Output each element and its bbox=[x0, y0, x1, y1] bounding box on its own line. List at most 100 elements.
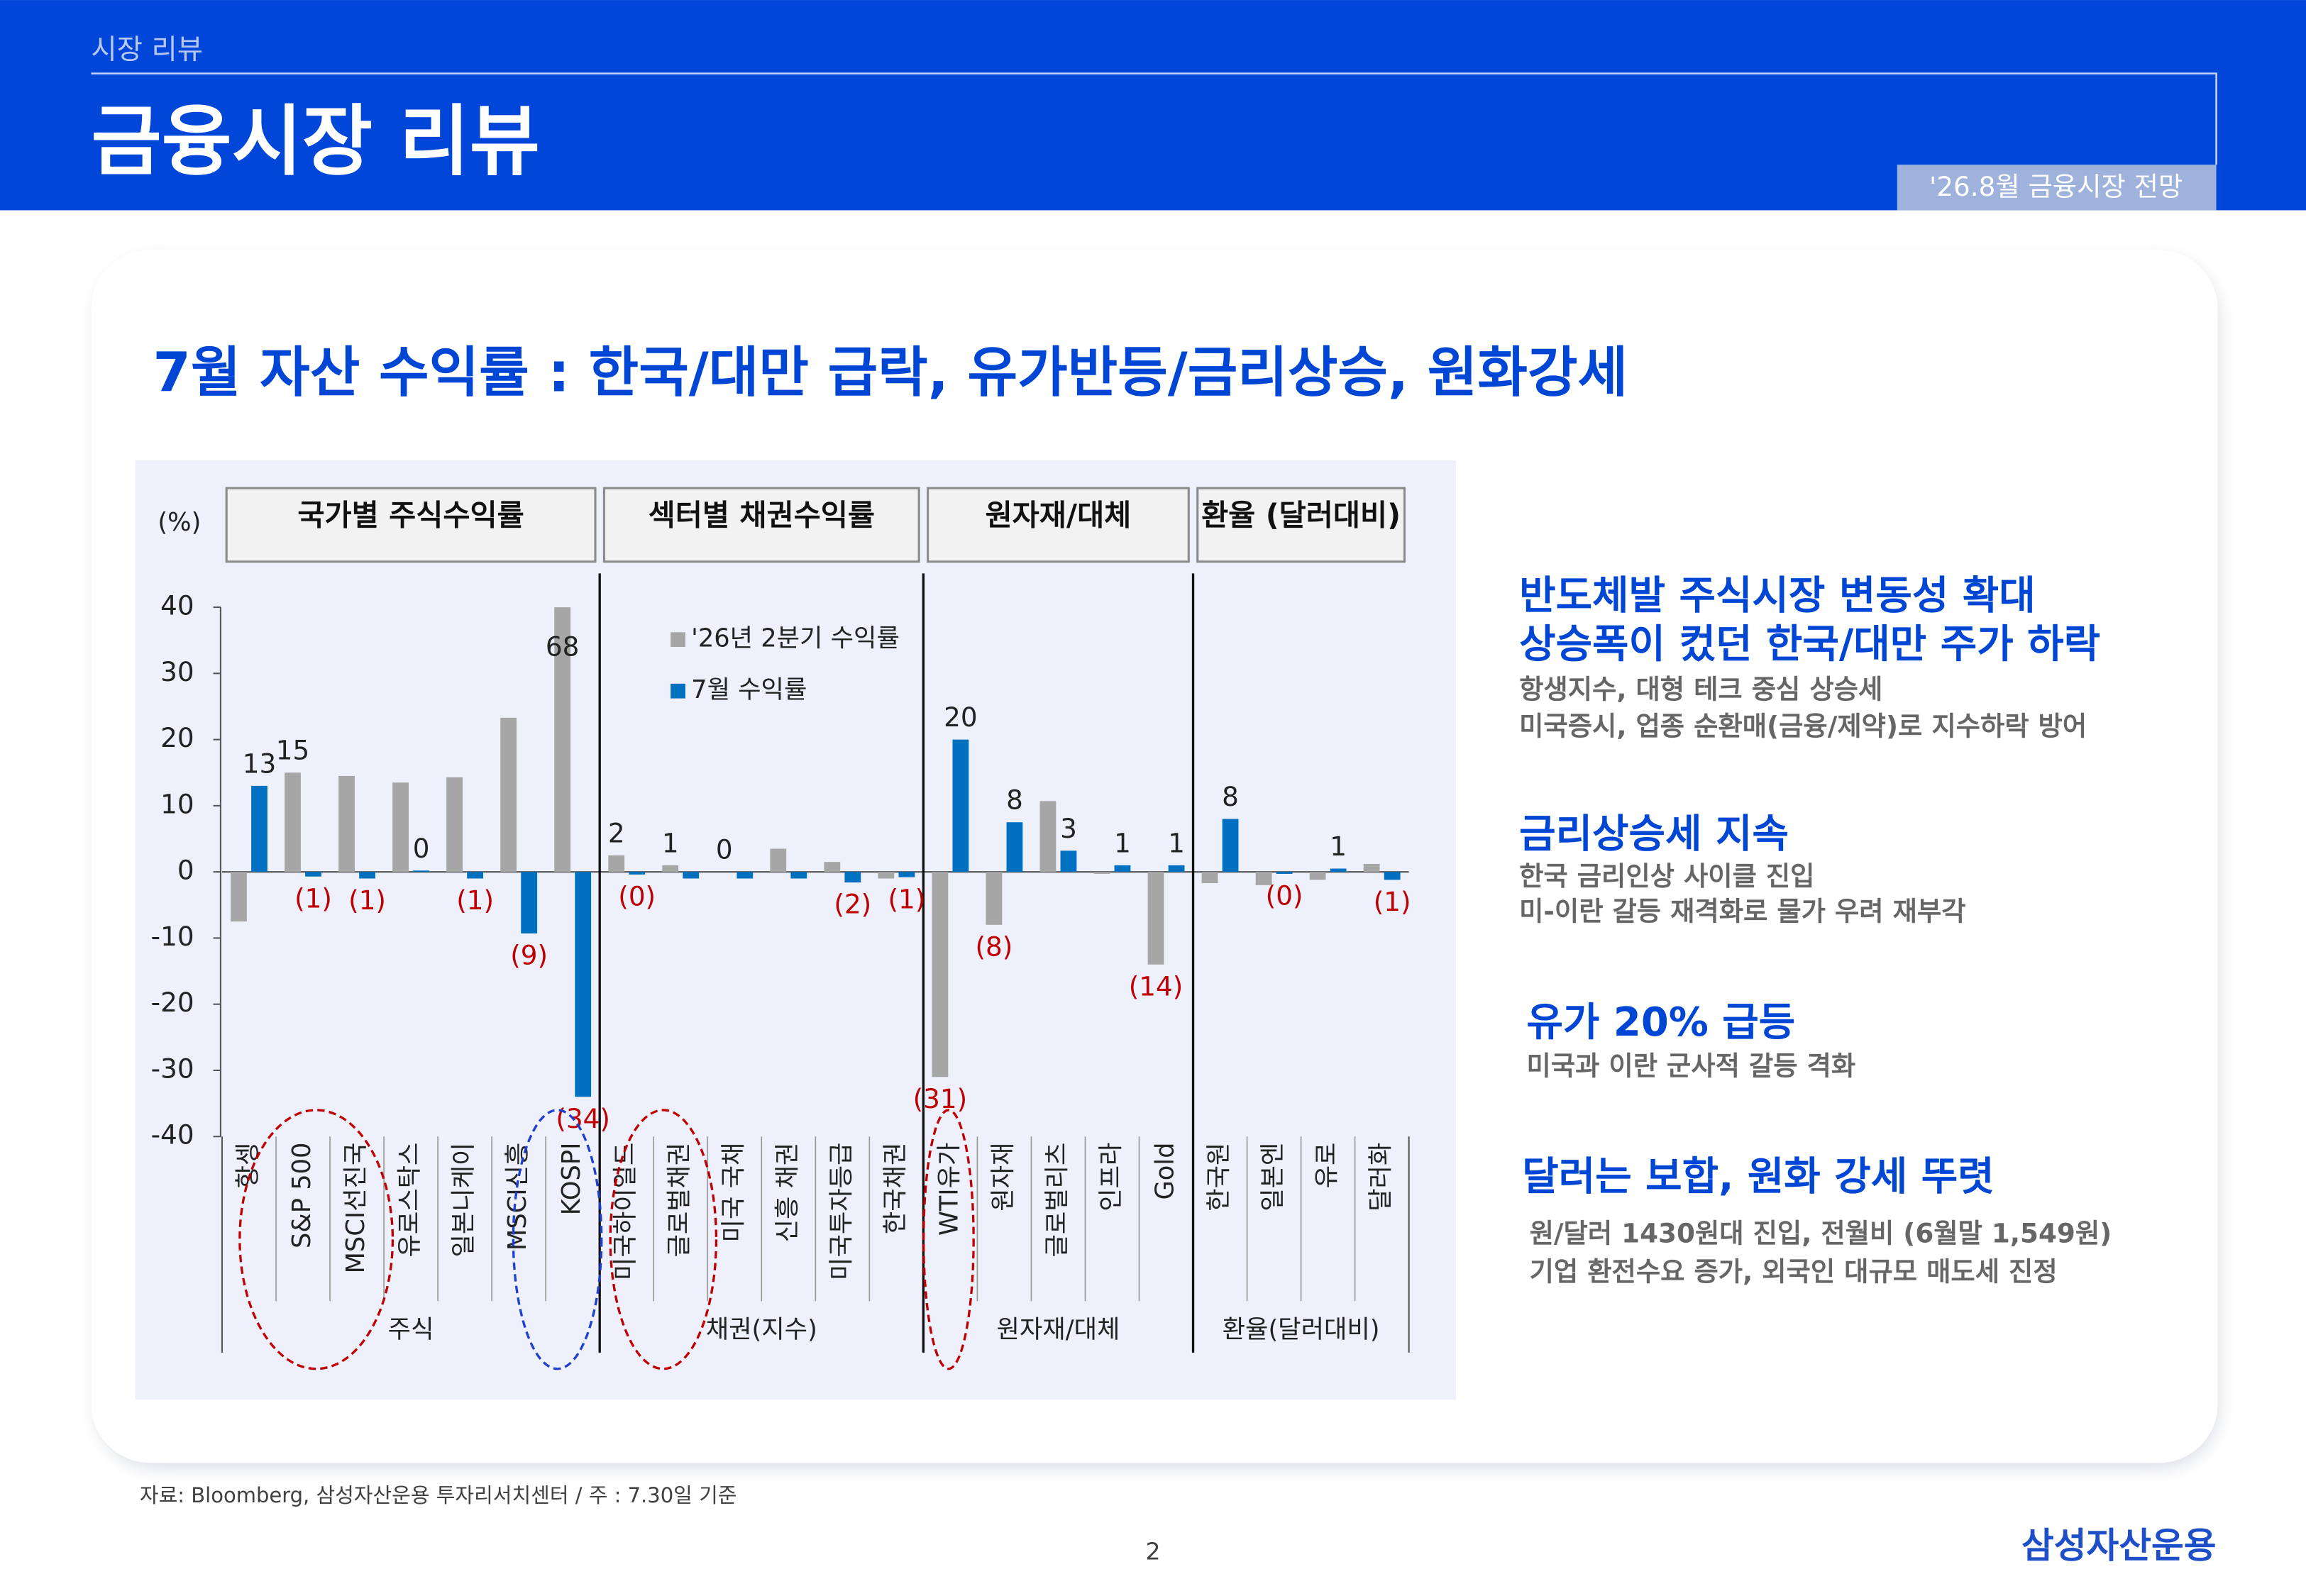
bar bbox=[413, 870, 429, 872]
bar bbox=[285, 772, 301, 872]
bar bbox=[952, 739, 969, 872]
data-label: 0 bbox=[413, 833, 430, 864]
group-header-box bbox=[1196, 487, 1406, 563]
bar bbox=[737, 872, 754, 879]
note-line: 미-이란 갈등 재격화로 물가 우려 재부각 bbox=[1519, 896, 1965, 927]
highlight-ellipse bbox=[238, 1109, 395, 1370]
group-header-box bbox=[927, 487, 1190, 563]
note-headline: 상승폭이 컸던 한국/대만 주가 하락 bbox=[1519, 621, 2100, 667]
bar bbox=[1222, 819, 1239, 872]
group-header: 원자재/대체 bbox=[986, 499, 1132, 533]
y-tick-label: 20 bbox=[160, 722, 194, 753]
data-label: (2) bbox=[834, 889, 871, 920]
data-label: 68 bbox=[546, 631, 579, 663]
data-label: (0) bbox=[618, 881, 656, 912]
bar bbox=[683, 872, 700, 879]
bar bbox=[251, 785, 267, 872]
bar bbox=[1147, 872, 1164, 965]
data-label: 2 bbox=[608, 817, 625, 848]
bar bbox=[629, 872, 646, 875]
data-label: (34) bbox=[556, 1103, 610, 1134]
bar bbox=[1201, 872, 1218, 884]
x-tick-label: 글로벌채권 bbox=[665, 1143, 694, 1258]
y-tick-label: 30 bbox=[160, 656, 194, 687]
bar bbox=[231, 872, 247, 922]
data-label: 1 bbox=[662, 827, 679, 858]
bar bbox=[662, 865, 679, 872]
note-line: 원/달러 1430원대 진입, 전월비 (6월말 1,549원) bbox=[1530, 1218, 2112, 1249]
highlight-ellipse bbox=[609, 1109, 718, 1370]
bar bbox=[1276, 872, 1293, 874]
group-header: 국가별 주식수익률 bbox=[297, 499, 524, 533]
legend-swatch bbox=[671, 632, 685, 648]
bar bbox=[446, 777, 463, 872]
data-label: (8) bbox=[975, 931, 1013, 962]
bar bbox=[824, 862, 841, 872]
page-title: 금융시장 리뷰 bbox=[92, 98, 540, 187]
y-tick-label: -10 bbox=[151, 921, 194, 952]
plot bbox=[231, 607, 1401, 1097]
note-headline: 반도체발 주식시장 변동성 확대 bbox=[1519, 573, 2036, 619]
x-tick-label: Gold bbox=[1151, 1143, 1180, 1200]
group-label: 주식 bbox=[388, 1315, 434, 1344]
bar bbox=[1060, 850, 1077, 872]
group-header-box bbox=[602, 487, 920, 563]
bar bbox=[359, 872, 375, 879]
data-label: 1 bbox=[1330, 831, 1347, 862]
data-label: 1 bbox=[1114, 827, 1131, 858]
x-tick-label: 항셍 bbox=[233, 1143, 263, 1189]
note-line: 기업 환전수요 증가, 외국인 대규모 매도세 진정 bbox=[1530, 1256, 2058, 1287]
bar bbox=[500, 717, 517, 872]
bar bbox=[1384, 872, 1401, 880]
y-tick-label: -20 bbox=[151, 987, 194, 1018]
x-tick-label: S&P 500 bbox=[287, 1143, 316, 1248]
bar bbox=[1255, 872, 1272, 885]
data-label: (14) bbox=[1129, 970, 1184, 1002]
y-tick-label: 0 bbox=[177, 855, 194, 886]
bar bbox=[932, 872, 949, 1077]
x-tick-label: 인프라 bbox=[1096, 1143, 1125, 1212]
data-label: (31) bbox=[913, 1083, 968, 1114]
header-rule bbox=[91, 72, 2217, 165]
group-label: 환율(달러대비) bbox=[1223, 1315, 1380, 1344]
note-line: 항생지수, 대형 테크 중심 상승세 bbox=[1519, 674, 1882, 705]
tag-label: '26.8월 금융시장 전망 bbox=[1929, 171, 2183, 202]
bar bbox=[1330, 868, 1347, 872]
bar bbox=[1039, 801, 1057, 872]
bar bbox=[575, 872, 592, 1097]
data-label: (1) bbox=[456, 885, 494, 916]
y-tick-label: -40 bbox=[151, 1119, 194, 1151]
bar bbox=[790, 872, 807, 879]
x-tick-label: 한국채권 bbox=[881, 1143, 910, 1235]
legend-label: 7월 수익률 bbox=[691, 675, 807, 704]
section-label: 시장 리뷰 bbox=[92, 33, 203, 66]
x-tick-label: KOSPI bbox=[557, 1143, 586, 1216]
data-label: (1) bbox=[888, 883, 925, 914]
bar bbox=[1363, 863, 1380, 872]
data-label: 8 bbox=[1006, 785, 1023, 816]
x-tick-label: 미국하이일드 bbox=[611, 1143, 640, 1280]
bar bbox=[1006, 822, 1023, 872]
highlight-ellipse bbox=[922, 1109, 975, 1370]
data-label: 3 bbox=[1060, 813, 1077, 844]
tag-box bbox=[1897, 165, 2217, 211]
bar bbox=[1309, 872, 1326, 880]
bar bbox=[608, 855, 625, 872]
note-headline: 달러는 보합, 원화 강세 뚜렷 bbox=[1522, 1153, 1994, 1199]
note-headline: 유가 20% 급등 bbox=[1526, 999, 1795, 1046]
x-tick-label: 일본엔 bbox=[1259, 1143, 1288, 1212]
note-line: 미국과 이란 군사적 갈등 격화 bbox=[1526, 1050, 1855, 1081]
note-headline: 금리상승세 지속 bbox=[1519, 811, 1789, 858]
bar bbox=[521, 872, 538, 933]
x-tick-label: 유로스탁스 bbox=[395, 1143, 424, 1258]
data-label: 0 bbox=[716, 834, 733, 865]
data-label: (0) bbox=[1266, 880, 1303, 911]
data-label: 15 bbox=[276, 735, 309, 766]
chart-background bbox=[135, 460, 1456, 1400]
bar bbox=[986, 872, 1003, 925]
x-tick-label: 일본니케이 bbox=[449, 1143, 478, 1258]
unit-label: (%) bbox=[158, 508, 201, 537]
headline: 7월 자산 수익률 : 한국/대만 급락, 유가반등/금리상승, 원화강세 bbox=[153, 342, 1628, 405]
